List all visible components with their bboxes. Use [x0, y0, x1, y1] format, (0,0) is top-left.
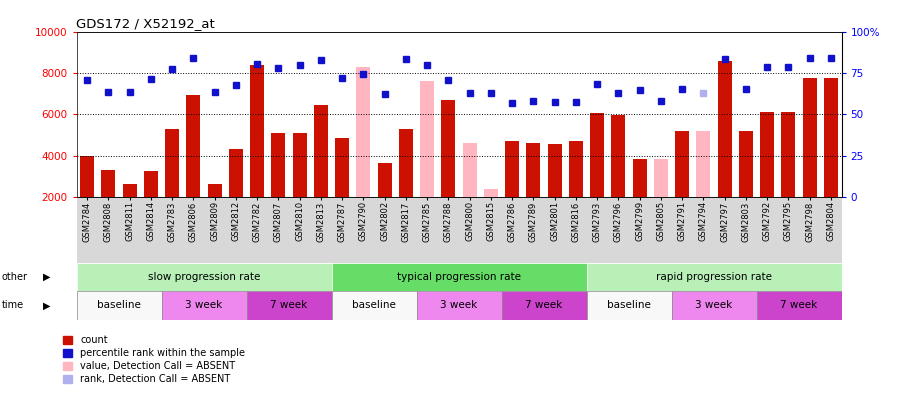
Text: ▶: ▶: [43, 300, 50, 310]
Bar: [548, 145, 562, 197]
Bar: [675, 131, 689, 197]
Bar: [161, 291, 247, 320]
Text: 7 week: 7 week: [780, 300, 817, 310]
Bar: [272, 133, 285, 197]
Bar: [76, 291, 161, 320]
Text: 7 week: 7 week: [526, 300, 562, 310]
Bar: [757, 291, 842, 320]
Text: time: time: [2, 300, 24, 310]
Bar: [442, 100, 455, 197]
Bar: [463, 143, 476, 197]
Bar: [292, 133, 307, 197]
Bar: [633, 159, 646, 197]
Text: baseline: baseline: [352, 300, 396, 310]
Bar: [671, 291, 757, 320]
Bar: [611, 116, 625, 197]
Bar: [569, 141, 583, 197]
Text: other: other: [2, 272, 28, 282]
Legend: count, percentile rank within the sample, value, Detection Call = ABSENT, rank, : count, percentile rank within the sample…: [58, 331, 249, 388]
Bar: [229, 148, 243, 197]
Bar: [501, 291, 587, 320]
Bar: [803, 78, 816, 197]
Text: 7 week: 7 week: [270, 300, 308, 310]
Bar: [505, 141, 519, 197]
Bar: [144, 171, 158, 197]
Bar: [587, 263, 842, 291]
Text: slow progression rate: slow progression rate: [148, 272, 260, 282]
Bar: [314, 105, 328, 197]
Bar: [331, 291, 417, 320]
Text: typical progression rate: typical progression rate: [397, 272, 521, 282]
Bar: [186, 95, 201, 197]
Bar: [76, 263, 331, 291]
Text: baseline: baseline: [608, 300, 651, 310]
Text: baseline: baseline: [97, 300, 141, 310]
Bar: [717, 61, 732, 197]
Bar: [697, 131, 710, 197]
Bar: [166, 129, 179, 197]
Text: ▶: ▶: [43, 272, 50, 282]
Bar: [335, 138, 349, 197]
Bar: [781, 112, 796, 197]
Bar: [654, 159, 668, 197]
Bar: [250, 65, 264, 197]
Bar: [247, 291, 331, 320]
Bar: [331, 263, 587, 291]
Text: rapid progression rate: rapid progression rate: [656, 272, 772, 282]
Bar: [399, 129, 413, 197]
Bar: [420, 81, 434, 197]
Bar: [587, 291, 671, 320]
Bar: [484, 189, 498, 197]
Bar: [378, 163, 392, 197]
Bar: [417, 291, 501, 320]
Bar: [760, 112, 774, 197]
Text: 3 week: 3 week: [696, 300, 733, 310]
Text: 3 week: 3 week: [440, 300, 478, 310]
Text: GDS172 / X52192_at: GDS172 / X52192_at: [76, 17, 215, 30]
Bar: [526, 143, 540, 197]
Bar: [824, 78, 838, 197]
Bar: [102, 170, 115, 197]
Bar: [590, 113, 604, 197]
Bar: [122, 184, 137, 197]
Bar: [356, 67, 370, 197]
Text: 3 week: 3 week: [185, 300, 222, 310]
Bar: [80, 156, 94, 197]
Bar: [208, 184, 221, 197]
Bar: [739, 131, 752, 197]
